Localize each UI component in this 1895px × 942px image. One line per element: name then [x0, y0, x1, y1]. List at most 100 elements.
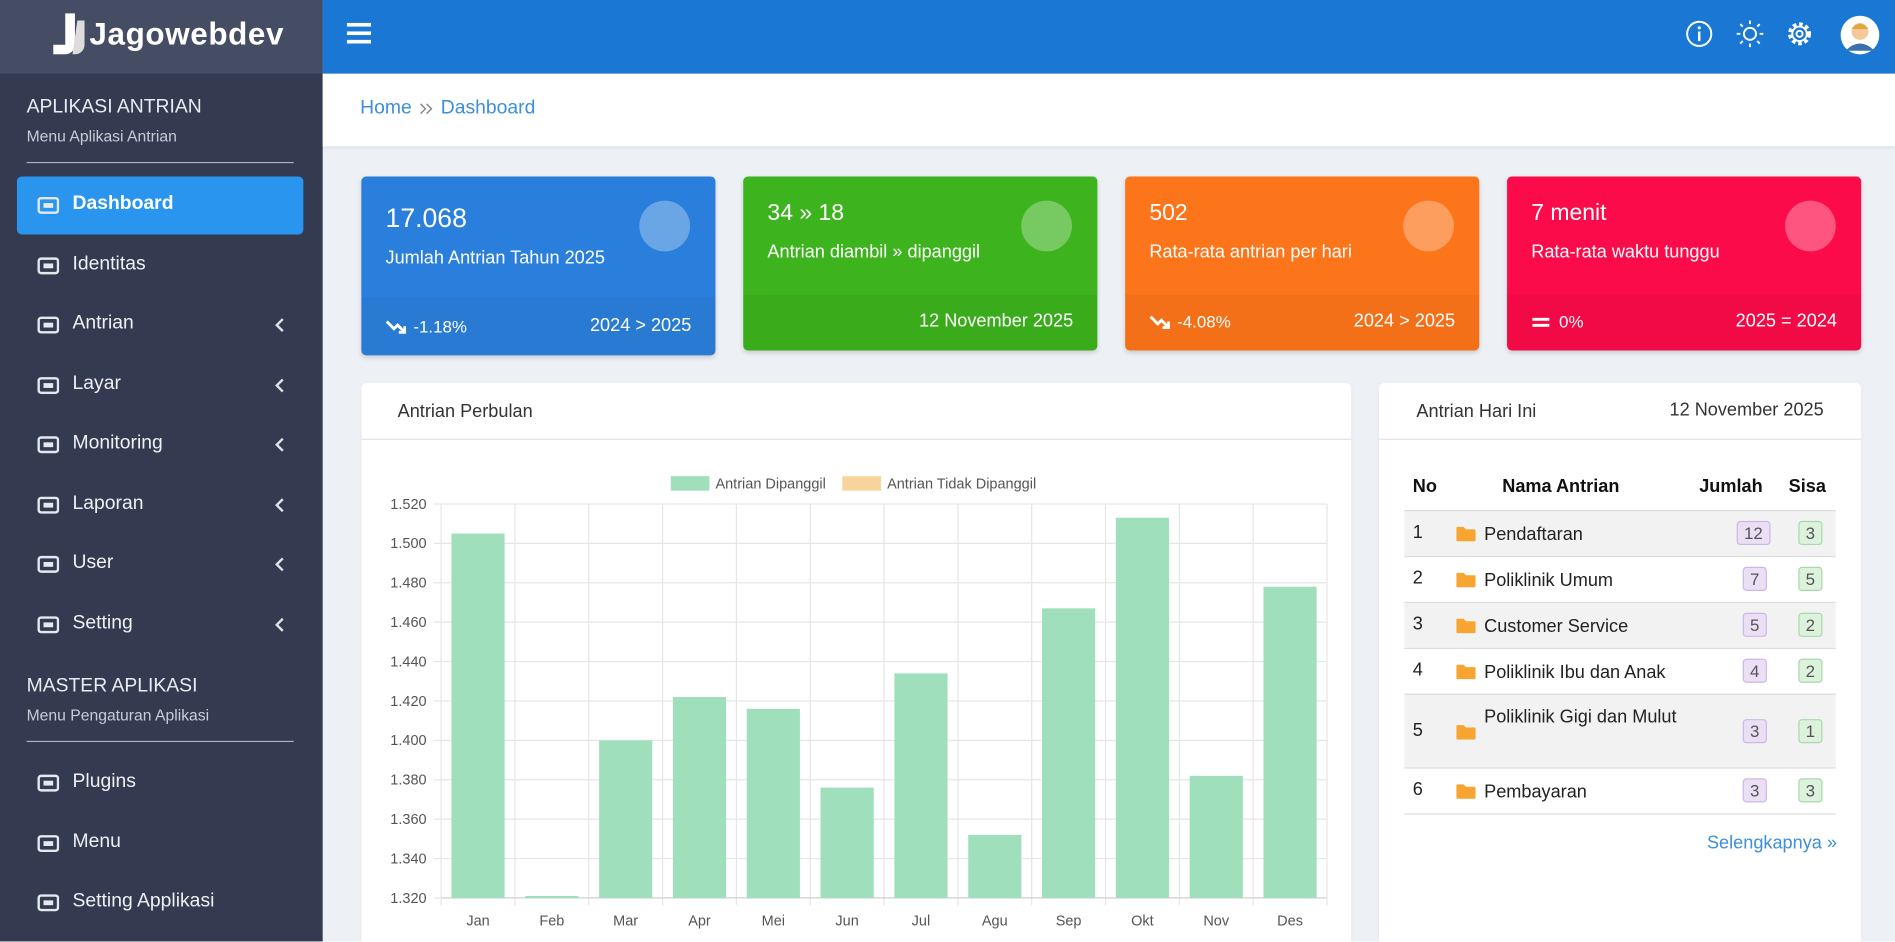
- info-icon[interactable]: [1685, 19, 1714, 48]
- topbar: [322, 0, 1895, 74]
- row-name: Customer Service: [1484, 616, 1629, 637]
- icon: [37, 832, 60, 860]
- row-name: Poliklinik Gigi dan Mulut: [1484, 707, 1677, 728]
- icon: [273, 317, 285, 340]
- x-tick-label: Mar: [613, 914, 638, 930]
- icon: [1149, 313, 1171, 336]
- divider: [1404, 813, 1836, 815]
- y-tick-label: 1.400: [390, 733, 426, 749]
- menu-item[interactable]: Setting Applikasi: [17, 874, 303, 932]
- y-tick-label: 1.360: [390, 812, 426, 828]
- icon: [273, 616, 285, 639]
- bar: [1115, 517, 1170, 898]
- menu-label: Layar: [72, 372, 121, 394]
- menu-item[interactable]: User: [17, 535, 303, 593]
- table-row: 4 Poliklinik Ibu dan Anak 4 2: [1404, 647, 1836, 694]
- card-label: Antrian diambil » dipanggil: [767, 241, 981, 263]
- x-tick-label: Jul: [912, 914, 931, 930]
- brand-bar: [0, 0, 323, 74]
- menu-item[interactable]: Layar: [17, 356, 303, 414]
- menu-item[interactable]: Setting: [17, 595, 303, 653]
- footer-right: 2024 > 2025: [1353, 310, 1456, 332]
- menu-item[interactable]: Monitoring: [17, 416, 303, 474]
- menu-label: Laporan: [72, 492, 144, 514]
- bar: [820, 787, 874, 898]
- chart: 1.320 1.340 1.360 1.380 1.400 1.420 1.440 1.460…: [390, 476, 1328, 930]
- card-value: 7 menit: [1531, 200, 1607, 226]
- y-tick-label: 1.380: [390, 773, 426, 789]
- crumb[interactable]: Home: [360, 97, 412, 119]
- menu-item[interactable]: Dashboard: [16, 176, 304, 235]
- card-label: Rata-rata waktu tunggu: [1531, 241, 1720, 263]
- icon: [1531, 313, 1552, 336]
- footer-left: -4.08%: [1177, 311, 1231, 332]
- footer-right: 2024 > 2025: [589, 315, 692, 336]
- badge-jumlah: 7: [1742, 566, 1767, 591]
- divider: [1378, 438, 1862, 440]
- card-value: 502: [1149, 200, 1188, 226]
- footer-right: 12 November 2025: [918, 310, 1074, 332]
- card-value: 17.068: [385, 203, 467, 234]
- badge-jumlah: 5: [1742, 612, 1767, 637]
- legend-label: Antrian Dipanggil: [715, 476, 825, 492]
- settings-icon[interactable]: [1785, 19, 1814, 48]
- y-tick-label: 1.520: [390, 497, 426, 513]
- icon-circle: [1785, 200, 1836, 252]
- table-header: Nama Antrian: [1502, 476, 1620, 497]
- table-panel: Antrian Hari Ini 12 November 2025 No Nama…: [1378, 383, 1862, 942]
- x-tick-label: Nov: [1203, 914, 1230, 930]
- card-label: Jumlah Antrian Tahun 2025: [385, 247, 605, 269]
- x-tick-label: Agu: [982, 914, 1008, 930]
- icon-circle: [1403, 200, 1454, 252]
- icon: [1456, 663, 1476, 685]
- badge-jumlah: 12: [1736, 520, 1771, 546]
- menu-label: Menu: [72, 830, 121, 852]
- icon: [1456, 526, 1476, 548]
- icon-circle: [1021, 200, 1072, 252]
- table-date: 12 November 2025: [1669, 400, 1824, 421]
- stat-card: 502 Rata-rata antrian per hari -4.08% 2024 …: [1125, 176, 1480, 351]
- footer-left: -1.18%: [413, 316, 467, 336]
- separator: [412, 98, 441, 119]
- brand[interactable]: Jagowebdev: [89, 15, 285, 52]
- y-tick-label: 1.340: [390, 851, 426, 867]
- icon: [1456, 783, 1476, 805]
- more-link[interactable]: Selengkapnya »: [1706, 832, 1837, 854]
- table-row: 5 Poliklinik Gigi dan Mulut 3 1: [1404, 693, 1836, 768]
- menu-label: Antrian: [72, 313, 134, 334]
- icon: [1456, 618, 1476, 640]
- menu-item[interactable]: Menu: [17, 814, 303, 872]
- crumb[interactable]: Dashboard: [440, 97, 536, 119]
- y-tick-label: 1.480: [390, 576, 426, 592]
- theme-icon[interactable]: [1735, 19, 1764, 48]
- card-footer: [743, 294, 1098, 351]
- icon: [37, 892, 60, 920]
- menu-toggle[interactable]: [346, 22, 372, 44]
- icon: [37, 494, 60, 522]
- section-subtitle: Menu Aplikasi Antrian: [26, 126, 177, 146]
- menu-item[interactable]: Antrian: [17, 296, 303, 354]
- icon: [37, 314, 60, 342]
- menu-item[interactable]: Laporan: [17, 476, 303, 534]
- bar: [599, 740, 653, 898]
- y-tick-label: 1.420: [390, 694, 426, 710]
- avatar[interactable]: [1839, 15, 1880, 56]
- x-tick-label: Des: [1277, 914, 1303, 930]
- menu-label: Monitoring: [72, 432, 163, 454]
- y-tick-label: 1.460: [390, 615, 426, 631]
- row-name: Pembayaran: [1484, 781, 1587, 803]
- icon: [1456, 723, 1476, 745]
- menu-label: Setting Applikasi: [72, 890, 215, 912]
- section-title: MASTER APLIKASI: [26, 675, 198, 697]
- bar: [746, 708, 800, 898]
- menu-item[interactable]: Identitas: [17, 236, 303, 294]
- menu-item[interactable]: Plugins: [17, 754, 303, 812]
- badge-sisa: 1: [1798, 718, 1823, 743]
- icon: [37, 554, 60, 582]
- table-header: Sisa: [1788, 476, 1826, 497]
- bar: [1263, 586, 1317, 898]
- x-tick-label: Okt: [1131, 914, 1154, 930]
- table-row: 1 Pendaftaran 12 3: [1404, 510, 1836, 556]
- row-no: 3: [1412, 613, 1423, 635]
